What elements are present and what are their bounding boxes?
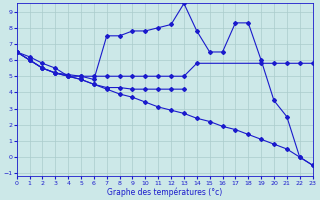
X-axis label: Graphe des températures (°c): Graphe des températures (°c) [107, 187, 222, 197]
